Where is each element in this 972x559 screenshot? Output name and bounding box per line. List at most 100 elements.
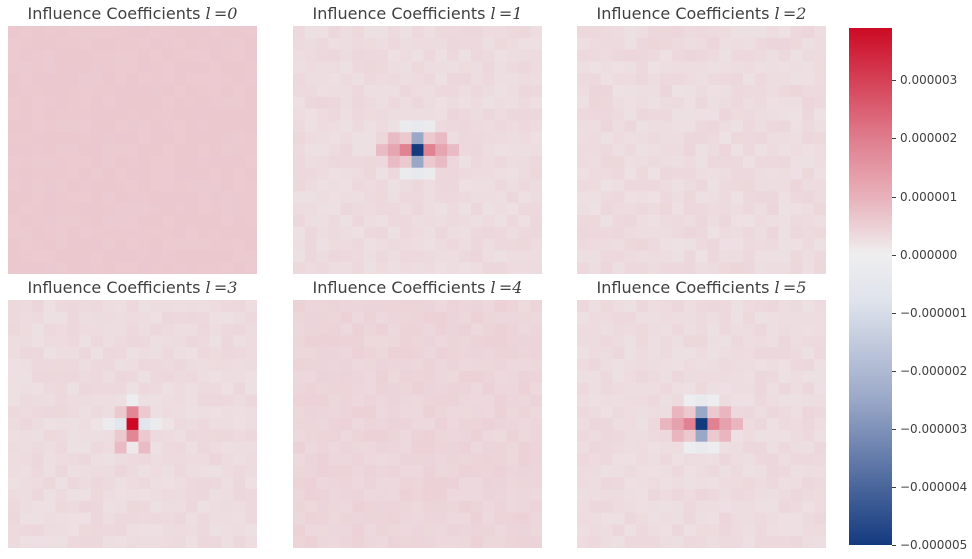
heatmap-cell — [588, 359, 602, 372]
heatmap-cell — [245, 179, 257, 192]
heatmap-cell — [114, 512, 128, 525]
heatmap-cell — [126, 250, 140, 263]
heatmap-cell — [102, 500, 116, 514]
heatmap-cell — [743, 226, 756, 240]
heatmap-grid — [8, 26, 257, 274]
heatmap-cell — [671, 335, 685, 348]
heatmap-cell — [328, 335, 342, 348]
heatmap-cell — [754, 226, 768, 240]
heatmap-cell — [802, 335, 815, 348]
heatmap-cell — [328, 155, 342, 169]
heatmap-cell — [8, 453, 21, 466]
heatmap-cell — [470, 488, 484, 502]
heatmap-cell — [19, 300, 33, 313]
heatmap-cell — [459, 49, 472, 63]
heatmap-cell — [459, 370, 472, 384]
heatmap-cell — [719, 250, 732, 263]
heatmap-cell — [506, 132, 519, 145]
heatmap-cell — [138, 96, 151, 110]
heatmap-cell — [447, 477, 460, 490]
heatmap-cell — [719, 26, 732, 39]
heatmap-cell — [8, 85, 21, 98]
heatmap-cell — [802, 323, 815, 337]
heatmap-cell — [731, 73, 744, 86]
heatmap-cell — [67, 335, 80, 348]
heatmap-cell — [102, 477, 116, 490]
heatmap-cell — [778, 179, 792, 192]
heatmap-cell — [743, 120, 756, 133]
heatmap-cell — [221, 536, 234, 548]
heatmap-cell — [719, 488, 732, 502]
heatmap-cell — [79, 441, 92, 455]
heatmap-cell — [719, 37, 732, 51]
heatmap-cell — [695, 323, 709, 337]
heatmap-cell — [447, 300, 460, 313]
heatmap-cell — [185, 300, 199, 313]
colorbar-tick-label: −0.000005 — [900, 538, 968, 552]
heatmap-cell — [612, 370, 626, 384]
heatmap-cell — [447, 418, 460, 431]
heatmap-cell — [114, 191, 128, 204]
heatmap-cell — [695, 359, 709, 372]
heatmap-cell — [459, 108, 472, 122]
heatmap-cell — [328, 300, 342, 313]
heatmap-cell — [660, 26, 673, 39]
heatmap-cell — [67, 167, 80, 181]
heatmap-cell — [221, 26, 234, 39]
heatmap-cell — [778, 347, 792, 360]
heatmap-cell — [588, 311, 602, 325]
heatmap-cell — [8, 108, 21, 122]
heatmap-cell — [411, 465, 425, 478]
heatmap-cell — [731, 524, 744, 537]
heatmap-cell — [114, 61, 128, 74]
heatmap-cell — [482, 477, 496, 490]
heatmap-cell — [731, 85, 744, 98]
heatmap-cell — [328, 191, 342, 204]
heatmap-cell — [31, 238, 45, 251]
heatmap-cell — [435, 441, 448, 455]
heatmap-cell — [814, 512, 826, 525]
heatmap-cell — [447, 488, 460, 502]
heatmap-cell — [8, 359, 21, 372]
heatmap-cell — [482, 120, 496, 133]
heatmap-cell — [79, 323, 92, 337]
heatmap-cell — [612, 382, 626, 396]
heatmap-cell — [304, 536, 318, 548]
heatmap-cell — [423, 524, 436, 537]
heatmap-cell — [624, 429, 637, 443]
heatmap-cell — [435, 155, 448, 169]
heatmap-cell — [802, 61, 815, 74]
heatmap-cell — [209, 524, 223, 537]
heatmap-cell — [126, 370, 140, 384]
heatmap-cell — [671, 37, 685, 51]
heatmap-cell — [387, 488, 401, 502]
heatmap-cell — [743, 441, 756, 455]
heatmap-cell — [636, 441, 649, 455]
heatmap-cell — [530, 394, 542, 407]
heatmap-cell — [636, 359, 649, 372]
heatmap-cell — [114, 214, 128, 228]
heatmap-cell — [778, 536, 792, 548]
heatmap-cell — [8, 300, 21, 313]
heatmap-cell — [695, 300, 709, 313]
heatmap-cell — [31, 311, 45, 325]
heatmap-cell — [209, 179, 223, 192]
heatmap-cell — [482, 108, 496, 122]
heatmap-cell — [435, 73, 448, 86]
heatmap-cell — [43, 465, 57, 478]
heatmap-cell — [138, 226, 151, 240]
heatmap-cell — [624, 96, 637, 110]
heatmap-cell — [671, 108, 685, 122]
heatmap-cell — [612, 300, 626, 313]
heatmap-cell — [447, 453, 460, 466]
heatmap-cell — [293, 26, 306, 39]
heatmap-cell — [660, 465, 673, 478]
heatmap-cell — [766, 120, 780, 133]
heatmap-cell — [731, 441, 744, 455]
heatmap-cell — [376, 132, 389, 145]
heatmap-cell — [150, 61, 163, 74]
heatmap-cell — [459, 132, 472, 145]
heatmap-cell — [494, 250, 508, 263]
heatmap-cell — [577, 179, 590, 192]
heatmap-cell — [766, 524, 780, 537]
